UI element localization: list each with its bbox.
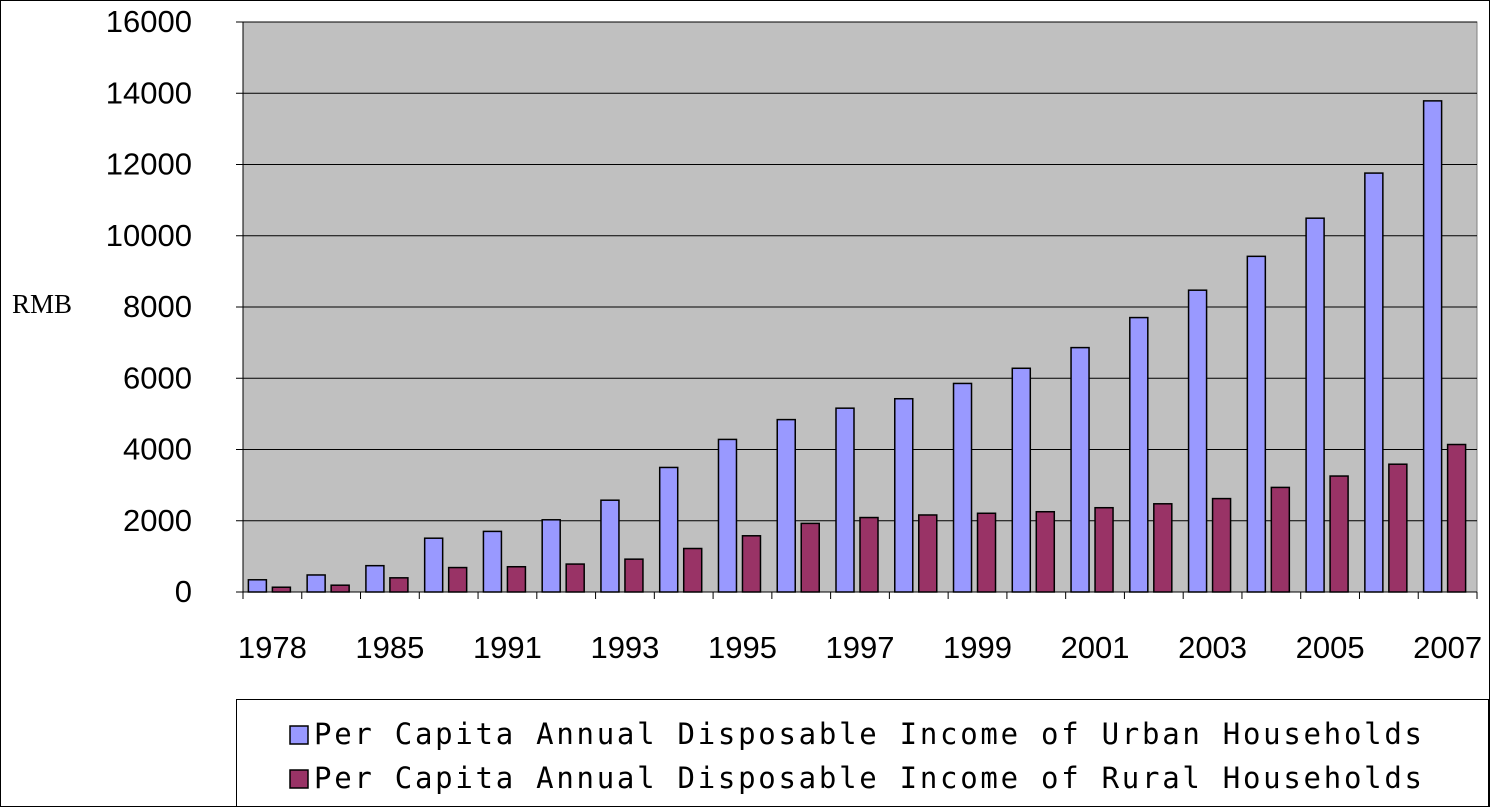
bar: [447, 566, 468, 593]
y-tick-label: 8000: [123, 289, 192, 324]
legend-label: Per Capita Annual Disposable Income of U…: [314, 717, 1422, 751]
bar: [1388, 463, 1408, 593]
bar: [1094, 506, 1114, 593]
x-tick-label: 1991: [473, 630, 542, 665]
bar: [541, 519, 561, 593]
bar: [952, 382, 973, 593]
y-tick-label: 0: [175, 574, 192, 609]
bar: [330, 584, 350, 593]
y-tick-label: 16000: [106, 4, 192, 39]
legend-box: [236, 699, 1489, 807]
bar: [1329, 475, 1349, 593]
x-tick-label: 1985: [355, 630, 424, 665]
bar: [423, 537, 444, 593]
bar: [682, 547, 703, 593]
bar: [776, 418, 796, 593]
bar: [918, 514, 938, 593]
y-tick-label: 4000: [123, 432, 192, 467]
legend-swatch: [289, 769, 309, 789]
bar: [835, 407, 855, 593]
y-axis-label: RMB: [12, 289, 72, 319]
bar: [1364, 172, 1384, 593]
bar: [1422, 100, 1443, 593]
x-tick-label: 2003: [1178, 630, 1247, 665]
bar: [565, 563, 585, 593]
bar: [1035, 510, 1056, 593]
legend-swatch: [289, 725, 309, 745]
bar: [1153, 503, 1173, 593]
y-tick-label: 14000: [106, 75, 192, 110]
bar: [1011, 367, 1032, 593]
y-tick-label: 10000: [106, 218, 192, 253]
x-tick-label: 1995: [708, 630, 777, 665]
bar: [306, 574, 326, 593]
x-tick-label: 2007: [1413, 630, 1482, 665]
bar: [506, 565, 527, 593]
bar: [1070, 346, 1090, 593]
y-tick-label: 12000: [106, 147, 192, 182]
bar: [800, 522, 820, 593]
bar: [859, 516, 879, 593]
x-tick-label: 1999: [943, 630, 1012, 665]
bar: [1305, 217, 1325, 593]
bar: [482, 530, 503, 593]
bar: [365, 564, 385, 593]
bar: [247, 579, 268, 593]
x-tick-label: 2001: [1061, 630, 1130, 665]
x-tick-label: 1997: [826, 630, 895, 665]
bar: [658, 466, 679, 593]
bar: [1446, 443, 1467, 593]
bar: [1187, 289, 1208, 593]
bar: [1129, 316, 1149, 593]
bar: [717, 438, 738, 593]
bar: [600, 499, 620, 593]
bar: [1270, 486, 1291, 593]
y-tick-label: 2000: [123, 503, 192, 538]
bar: [1211, 497, 1232, 593]
bar: [1246, 255, 1267, 593]
bar: [894, 397, 914, 593]
bar: [624, 558, 644, 593]
legend-label: Per Capita Annual Disposable Income of R…: [314, 761, 1422, 795]
x-tick-label: 1993: [590, 630, 659, 665]
x-tick-label: 1978: [238, 630, 307, 665]
y-tick-label: 6000: [123, 360, 192, 395]
bar: [271, 586, 292, 593]
bar: [389, 577, 409, 593]
x-tick-label: 2005: [1296, 630, 1365, 665]
bar: [741, 535, 762, 593]
bar: [976, 512, 997, 593]
